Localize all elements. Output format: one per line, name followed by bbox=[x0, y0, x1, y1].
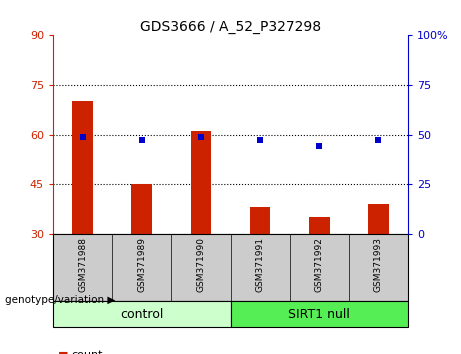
Bar bbox=[368, 204, 389, 234]
Text: GSM371988: GSM371988 bbox=[78, 237, 87, 292]
FancyBboxPatch shape bbox=[53, 234, 408, 301]
Text: GSM371993: GSM371993 bbox=[374, 237, 383, 292]
Bar bbox=[131, 184, 152, 234]
Text: count: count bbox=[71, 350, 103, 354]
Text: control: control bbox=[120, 308, 164, 321]
Text: GSM371991: GSM371991 bbox=[255, 237, 265, 292]
Text: genotype/variation ▶: genotype/variation ▶ bbox=[5, 295, 115, 305]
Bar bbox=[250, 207, 271, 234]
Bar bbox=[309, 217, 330, 234]
Text: SIRT1 null: SIRT1 null bbox=[288, 308, 350, 321]
Text: GSM371990: GSM371990 bbox=[196, 237, 206, 292]
FancyBboxPatch shape bbox=[53, 301, 230, 327]
Title: GDS3666 / A_52_P327298: GDS3666 / A_52_P327298 bbox=[140, 21, 321, 34]
Bar bbox=[190, 131, 211, 234]
FancyBboxPatch shape bbox=[230, 301, 408, 327]
Bar bbox=[72, 102, 93, 234]
Text: GSM371989: GSM371989 bbox=[137, 237, 146, 292]
Text: ■: ■ bbox=[58, 350, 68, 354]
Text: GSM371992: GSM371992 bbox=[315, 237, 324, 292]
